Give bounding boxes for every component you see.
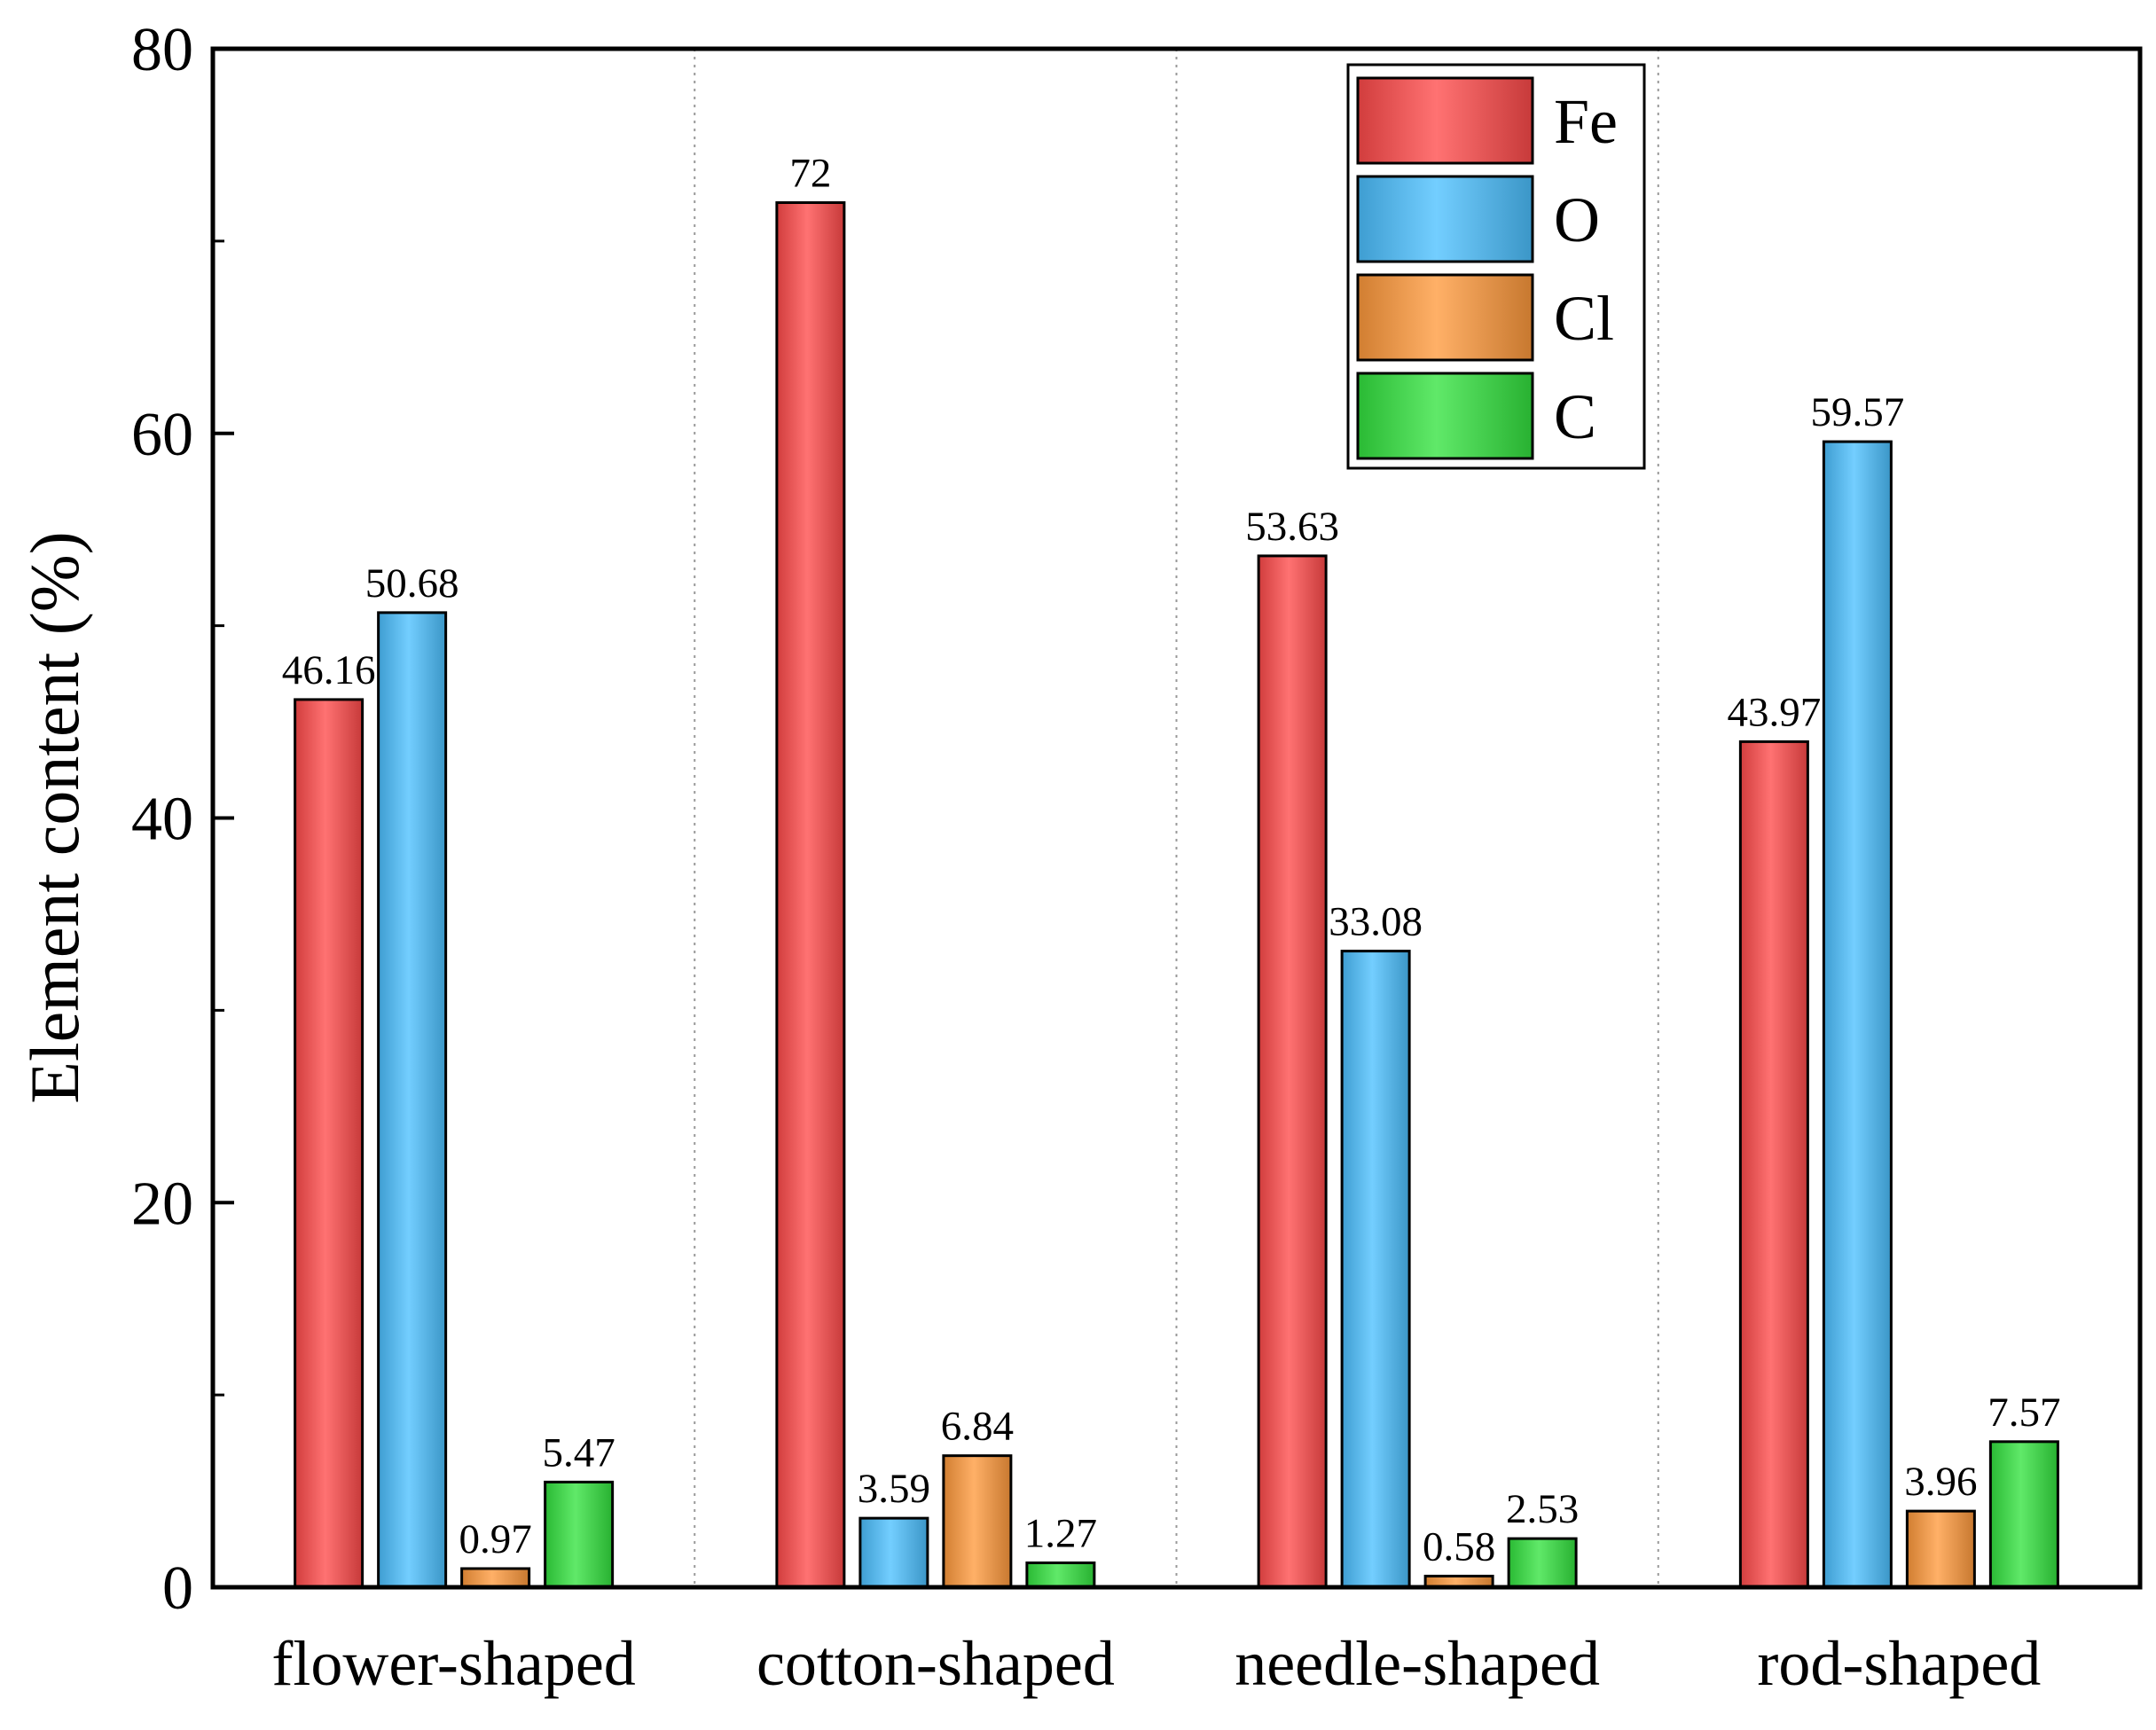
bar-o-needle-shaped (1340, 950, 1411, 1589)
bar-c-needle-shaped (1507, 1537, 1578, 1589)
legend: Fe O Cl C (1346, 63, 1646, 470)
value-label-o-rod-shaped: 59.57 (1811, 389, 1905, 435)
legend-swatch-fe (1356, 76, 1534, 165)
legend-label-fe: Fe (1554, 86, 1618, 157)
legend-swatch-o (1356, 175, 1534, 263)
value-labels-group: 46.16 50.68 0.975.47 72 3.596.84 1.27 53.63 33.… (282, 151, 2061, 1570)
bar-fe-flower-shaped (294, 698, 365, 1589)
y-tick-label: 60 (131, 401, 193, 469)
bar-cl-flower-shaped (460, 1567, 531, 1589)
y-tick-label: 0 (162, 1554, 193, 1623)
value-label-fe-needle-shaped: 53.63 (1245, 504, 1339, 550)
value-label-o-cotton-shaped: 3.59 (858, 1466, 930, 1512)
x-category-label: needle-shaped (1235, 1628, 1600, 1699)
value-label-o-needle-shaped: 33.08 (1329, 899, 1423, 945)
bar-fe-needle-shaped (1257, 554, 1328, 1589)
bar-o-cotton-shaped (858, 1516, 929, 1589)
x-category-label: rod-shaped (1757, 1628, 2041, 1699)
value-label-cl-flower-shaped: 0.97 (459, 1516, 532, 1562)
value-label-cl-rod-shaped: 3.96 (1904, 1459, 1977, 1505)
bar-o-flower-shaped (377, 611, 448, 1589)
bar-series-group (294, 201, 2059, 1589)
value-label-c-rod-shaped: 7.57 (1987, 1389, 2060, 1436)
y-tick-label: 40 (131, 786, 193, 854)
legend-label-o: O (1554, 184, 1600, 255)
value-label-c-cotton-shaped: 1.27 (1024, 1510, 1097, 1556)
y-tick-label: 80 (131, 16, 193, 84)
group-separators (694, 49, 1659, 1587)
legend-label-c: C (1554, 381, 1596, 452)
bar-c-cotton-shaped (1025, 1561, 1096, 1589)
value-label-c-flower-shaped: 5.47 (543, 1429, 615, 1476)
bar-c-flower-shaped (544, 1480, 615, 1589)
legend-swatch-cl (1356, 273, 1534, 362)
x-category-label: flower-shaped (271, 1628, 635, 1699)
bar-fe-cotton-shaped (775, 201, 846, 1589)
value-label-c-needle-shaped: 2.53 (1506, 1486, 1579, 1532)
value-label-fe-flower-shaped: 46.16 (282, 647, 376, 693)
y-axis: 0 20 40 60 80 (131, 16, 234, 1623)
legend-swatch-c (1356, 372, 1534, 460)
x-axis: flower-shaped cotton-shaped needle-shaped r… (271, 1628, 2041, 1699)
bar-o-rod-shaped (1822, 440, 1893, 1589)
value-label-cl-cotton-shaped: 6.84 (941, 1404, 1014, 1450)
y-axis-title: Element content (%) (16, 531, 93, 1103)
value-label-cl-needle-shaped: 0.58 (1423, 1523, 1495, 1570)
bar-fe-rod-shaped (1738, 740, 1809, 1589)
legend-label-cl: Cl (1554, 283, 1614, 354)
y-tick-label: 20 (131, 1170, 193, 1238)
value-label-o-flower-shaped: 50.68 (365, 560, 459, 607)
bar-cl-cotton-shaped (942, 1454, 1013, 1589)
bar-c-rod-shaped (1988, 1440, 2059, 1589)
value-label-fe-cotton-shaped: 72 (789, 151, 831, 197)
value-label-fe-rod-shaped: 43.97 (1728, 689, 1822, 735)
x-category-label: cotton-shaped (757, 1628, 1115, 1699)
bar-cl-rod-shaped (1905, 1509, 1976, 1589)
